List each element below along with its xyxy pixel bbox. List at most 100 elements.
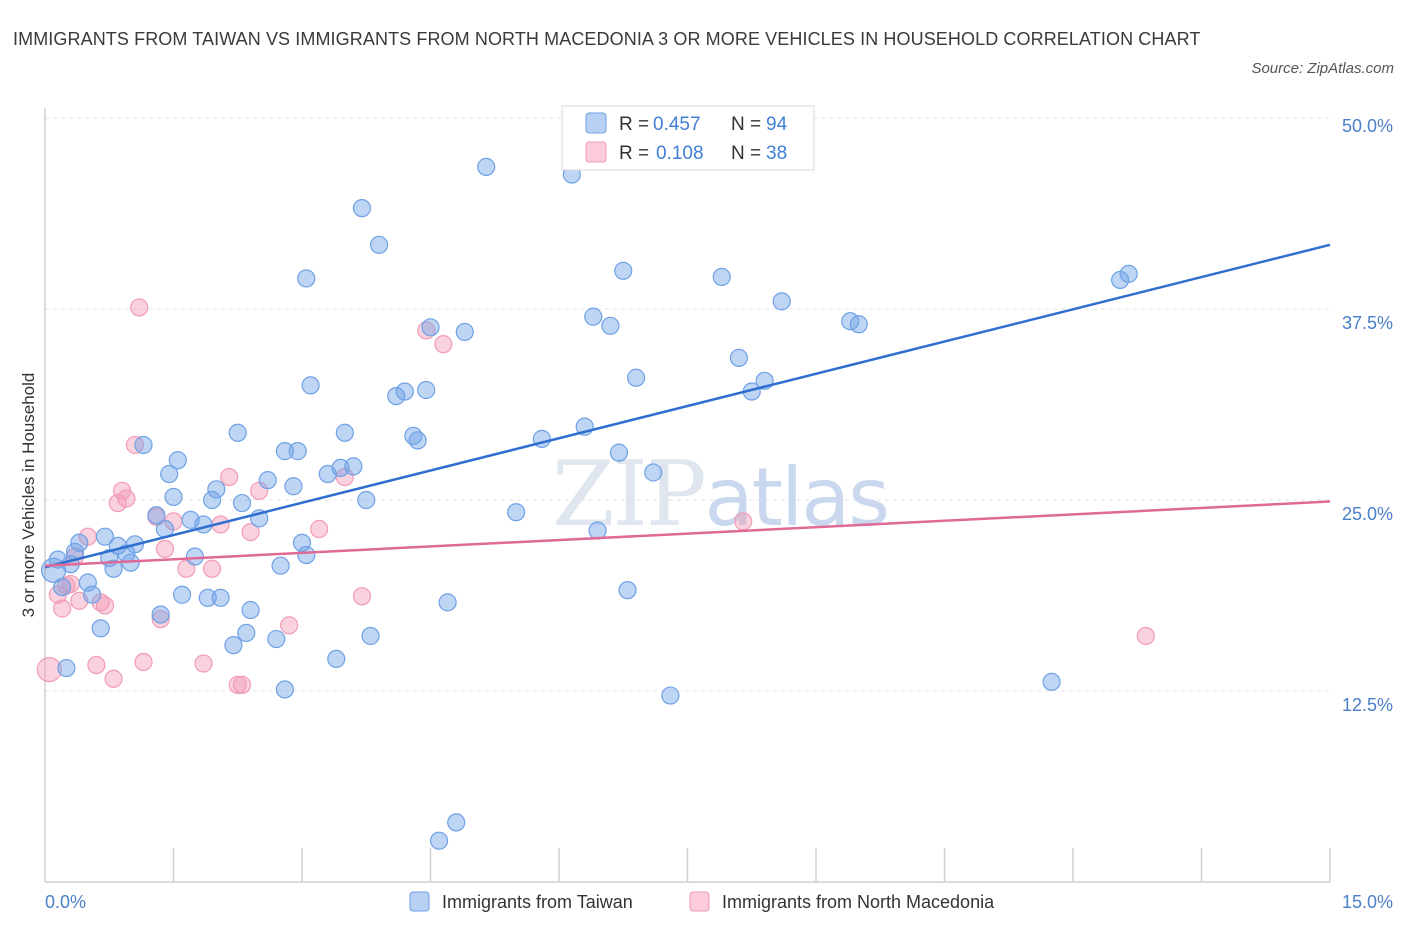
trend-line-taiwan xyxy=(44,243,1331,569)
legend-swatch-taiwan xyxy=(585,112,607,134)
taiwan-point xyxy=(164,487,183,507)
north-macedonia-point xyxy=(155,539,175,558)
watermark: ZIPatlas xyxy=(552,442,888,547)
taiwan-point xyxy=(104,559,123,578)
taiwan-point xyxy=(224,636,243,655)
legend-r-label-north-macedonia: R = xyxy=(619,143,649,164)
legend-r-label-taiwan: R = xyxy=(619,114,649,135)
taiwan-point xyxy=(151,605,170,624)
legend-n-value-taiwan: 94 xyxy=(766,114,788,135)
taiwan-point xyxy=(729,348,749,367)
taiwan-point xyxy=(584,307,603,326)
taiwan-point xyxy=(644,463,663,482)
taiwan-point xyxy=(232,493,252,513)
bottom-legend-label-taiwan: Immigrants from Taiwan xyxy=(442,892,633,912)
y-tick-label: 12.5% xyxy=(1342,695,1393,715)
taiwan-point xyxy=(387,386,406,406)
taiwan-point xyxy=(438,593,457,612)
taiwan-point xyxy=(228,423,247,442)
y-axis-label: 3 or more Vehicles in Household xyxy=(19,373,38,618)
taiwan-point xyxy=(1042,672,1061,691)
north-macedonia-point xyxy=(151,610,170,629)
y-tick-label: 37.5% xyxy=(1342,313,1393,333)
taiwan-point xyxy=(588,521,607,540)
north-macedonia-point xyxy=(87,655,106,675)
taiwan-point xyxy=(849,315,868,334)
x-tick-marks xyxy=(172,848,1331,882)
north-macedonia-point xyxy=(134,652,153,672)
taiwan-point xyxy=(712,267,731,287)
taiwan-point xyxy=(357,490,376,510)
bottom-legend-label-north-macedonia: Immigrants from North Macedonia xyxy=(722,892,995,912)
taiwan-point xyxy=(267,629,286,649)
north-macedonia-point xyxy=(36,657,62,683)
legend-n-label-north-macedonia: N = xyxy=(731,143,761,164)
y-tick-label: 50.0% xyxy=(1342,116,1393,136)
taiwan-point xyxy=(134,435,153,455)
north-macedonia-point xyxy=(194,654,213,673)
north-macedonia-point xyxy=(734,512,753,531)
bottom-legend-swatch-north-macedonia xyxy=(689,891,710,912)
legend-r-value-north-macedonia: 0.108 xyxy=(656,143,704,164)
taiwan-point xyxy=(618,581,637,600)
taiwan-point xyxy=(507,503,526,522)
taiwan-point xyxy=(147,506,166,525)
taiwan-point xyxy=(301,376,320,395)
taiwan-point xyxy=(185,547,205,566)
taiwan-point xyxy=(57,658,76,678)
taiwan-point xyxy=(297,545,316,565)
legend-box: R = 0.457 N = 94 R = 0.108 N = 38 xyxy=(561,105,815,171)
taiwan-point xyxy=(258,471,277,490)
north-macedonia-point xyxy=(434,335,453,354)
x-tick-label-min: 0.0% xyxy=(45,892,86,912)
north-macedonia-point xyxy=(232,675,252,694)
taiwan-point xyxy=(344,457,363,476)
taiwan-point xyxy=(335,423,354,442)
taiwan-point xyxy=(361,626,380,646)
north-macedonia-point xyxy=(130,298,149,317)
x-tick-label-max: 15.0% xyxy=(1342,892,1393,912)
chart-source: Source: ZipAtlas.com xyxy=(1251,60,1394,77)
taiwan-point xyxy=(70,533,89,552)
legend-swatch-north-macedonia xyxy=(585,141,607,163)
taiwan-point xyxy=(207,480,226,499)
taiwan-point xyxy=(271,556,290,575)
taiwan-point xyxy=(455,322,474,342)
y-tick-label: 25.0% xyxy=(1342,504,1393,524)
taiwan-point xyxy=(477,157,496,176)
taiwan-point xyxy=(626,368,646,387)
legend-n-value-north-macedonia: 38 xyxy=(766,143,787,164)
taiwan-point xyxy=(417,380,436,400)
taiwan-point xyxy=(53,577,72,597)
taiwan-point xyxy=(614,261,633,280)
taiwan-point xyxy=(447,813,466,832)
taiwan-point xyxy=(370,235,389,254)
north-macedonia-point xyxy=(352,587,372,606)
north-macedonia-point xyxy=(220,467,239,487)
taiwan-point xyxy=(1119,264,1138,283)
taiwan-point xyxy=(211,588,230,607)
taiwan-point xyxy=(241,600,260,620)
taiwan-point xyxy=(609,443,629,462)
y-tick-labels: 12.5% 25.0% 37.5% 50.0% xyxy=(1342,116,1393,715)
north-macedonia-point xyxy=(241,522,260,542)
legend-r-value-taiwan: 0.457 xyxy=(653,114,701,135)
taiwan-point xyxy=(284,477,303,496)
taiwan-point xyxy=(297,269,316,288)
taiwan-point xyxy=(168,451,187,470)
taiwan-point xyxy=(429,831,449,850)
taiwan-point xyxy=(408,431,427,450)
bottom-legend: Immigrants from Taiwan Immigrants from N… xyxy=(409,891,995,912)
taiwan-point xyxy=(772,292,791,311)
taiwan-point xyxy=(395,382,414,401)
taiwan-point xyxy=(661,686,680,705)
taiwan-point xyxy=(202,490,222,510)
north-macedonia-point xyxy=(95,596,115,615)
north-macedonia-point xyxy=(310,519,329,539)
north-macedonia-point xyxy=(202,559,222,578)
taiwan-point xyxy=(194,515,213,534)
chart-title: IMMIGRANTS FROM TAIWAN VS IMMIGRANTS FRO… xyxy=(13,29,1201,49)
taiwan-point xyxy=(83,585,102,604)
series-taiwan-points xyxy=(40,157,1138,850)
